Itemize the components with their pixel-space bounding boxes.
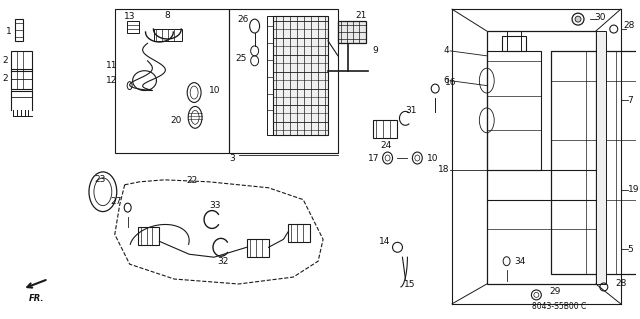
Bar bbox=[338, 21, 365, 43]
Text: 32: 32 bbox=[217, 257, 228, 266]
Text: FR.: FR. bbox=[29, 294, 44, 303]
Text: 31: 31 bbox=[405, 106, 417, 115]
Bar bbox=[11, 69, 33, 89]
Text: 2: 2 bbox=[2, 56, 8, 65]
Bar bbox=[11, 71, 33, 79]
Text: 27: 27 bbox=[110, 197, 122, 206]
Bar bbox=[115, 9, 229, 153]
Text: 28: 28 bbox=[623, 21, 635, 30]
Bar bbox=[487, 31, 596, 284]
Text: 1: 1 bbox=[6, 26, 12, 35]
Text: 29: 29 bbox=[549, 287, 561, 296]
Text: 5: 5 bbox=[628, 245, 634, 254]
Text: 24: 24 bbox=[380, 141, 391, 150]
Text: 17: 17 bbox=[368, 153, 380, 162]
Text: 14: 14 bbox=[379, 237, 390, 246]
Text: 9: 9 bbox=[372, 46, 378, 56]
Text: 12: 12 bbox=[106, 76, 118, 85]
Text: 8043-S5B00 C: 8043-S5B00 C bbox=[532, 302, 586, 311]
Text: 10: 10 bbox=[209, 86, 221, 95]
Bar bbox=[154, 29, 182, 41]
Bar bbox=[11, 51, 33, 71]
Bar bbox=[372, 120, 397, 138]
Text: 3: 3 bbox=[229, 153, 235, 162]
Bar bbox=[15, 19, 22, 41]
Text: 33: 33 bbox=[209, 201, 221, 210]
Text: 30: 30 bbox=[594, 13, 605, 22]
Bar bbox=[127, 21, 139, 33]
Text: 22: 22 bbox=[186, 176, 198, 185]
Ellipse shape bbox=[575, 16, 581, 22]
Bar bbox=[487, 51, 541, 170]
Text: 10: 10 bbox=[428, 153, 439, 162]
Text: 13: 13 bbox=[124, 12, 136, 21]
Bar bbox=[289, 225, 310, 242]
Text: 23: 23 bbox=[94, 175, 106, 184]
Text: 34: 34 bbox=[515, 257, 526, 266]
Text: 7: 7 bbox=[628, 96, 634, 105]
Bar bbox=[138, 227, 159, 245]
Bar bbox=[246, 239, 269, 257]
Text: 19: 19 bbox=[628, 185, 639, 194]
Text: 15: 15 bbox=[404, 280, 415, 289]
Text: 2: 2 bbox=[2, 74, 8, 83]
Text: 26: 26 bbox=[237, 15, 249, 24]
Bar bbox=[551, 51, 640, 274]
Text: 4: 4 bbox=[444, 46, 449, 56]
Text: 18: 18 bbox=[438, 166, 449, 174]
Text: 16: 16 bbox=[445, 78, 456, 87]
Text: 25: 25 bbox=[236, 54, 246, 63]
Bar bbox=[229, 9, 338, 153]
Bar bbox=[502, 36, 527, 51]
Bar bbox=[596, 31, 606, 284]
Text: 21: 21 bbox=[355, 11, 367, 20]
Text: 8: 8 bbox=[164, 11, 170, 20]
Text: 11: 11 bbox=[106, 61, 118, 70]
Bar bbox=[273, 16, 328, 135]
Text: 20: 20 bbox=[171, 116, 182, 125]
Bar bbox=[11, 89, 33, 97]
Text: 28: 28 bbox=[616, 279, 627, 288]
Bar bbox=[266, 16, 273, 135]
Text: 6: 6 bbox=[444, 76, 449, 85]
